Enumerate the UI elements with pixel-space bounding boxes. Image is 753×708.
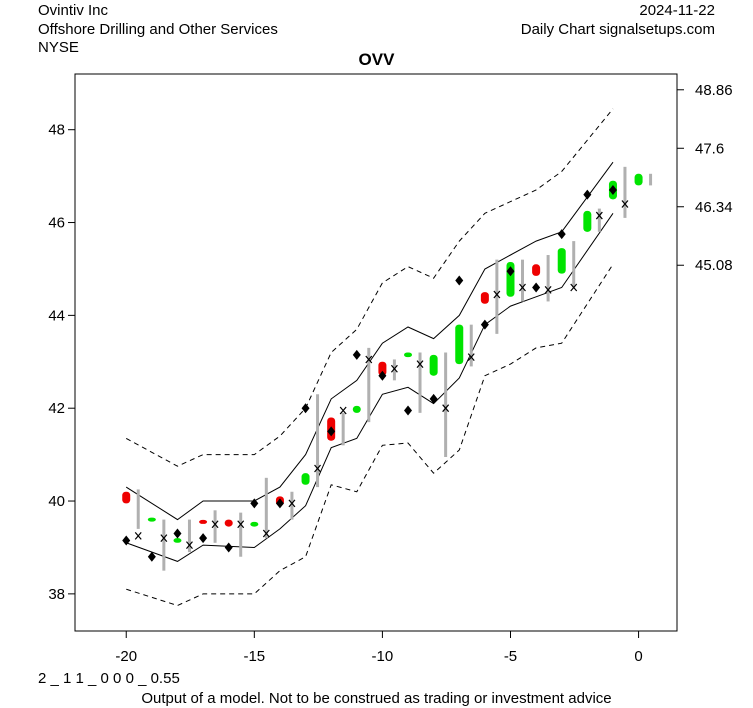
signal-cross — [519, 283, 526, 292]
candle-body-up — [147, 517, 156, 522]
model-code: 2 _ 1 1 _ 0 0 0 _ 0.55 — [38, 670, 180, 687]
signal-diamond — [275, 498, 284, 509]
signal-diamond — [429, 393, 438, 404]
signal-diamond — [480, 319, 489, 330]
signal-cross — [262, 529, 270, 538]
chart-date: 2024-11-22 — [639, 2, 715, 19]
candle-body-up — [404, 352, 413, 358]
candle-body-down — [224, 519, 233, 527]
candle-body-up — [429, 354, 438, 376]
signal-diamond — [532, 282, 541, 293]
x-tick-label: 0 — [634, 648, 642, 665]
signal-cross — [493, 290, 501, 299]
signal-cross — [442, 404, 450, 413]
signal-diamond — [378, 370, 387, 381]
signal-diamond — [352, 349, 361, 360]
candle-body-down — [378, 361, 387, 376]
signal-diamond — [404, 405, 413, 416]
signal-cross — [288, 499, 296, 508]
plot-frame — [74, 73, 678, 632]
signal-diamond — [327, 426, 336, 437]
x-tick-label: -15 — [243, 648, 265, 665]
candle-body-down — [480, 292, 489, 304]
candle-body-up — [634, 173, 643, 186]
signal-cross — [160, 534, 168, 543]
signal-diamond — [224, 542, 233, 553]
candle-body-down — [122, 491, 131, 504]
inner-upper-band — [125, 161, 614, 521]
signal-cross — [416, 360, 424, 368]
y-right-tick-label: 47.6 — [695, 140, 724, 157]
signal-cross — [570, 283, 578, 292]
y-left-tick-label: 42 — [48, 400, 65, 417]
signal-diamond — [583, 189, 592, 200]
exchange-label: NYSE — [38, 39, 79, 56]
outer-upper-band — [125, 108, 614, 467]
signal-cross — [467, 353, 475, 362]
signal-diamond — [608, 185, 617, 196]
company-name: Ovintiv Inc — [38, 2, 109, 19]
candle-body-up — [173, 538, 182, 543]
chart-source: Daily Chart signalsetups.com — [520, 21, 715, 38]
x-tick-label: -10 — [372, 648, 394, 665]
signal-cross — [390, 364, 398, 373]
signal-diamond — [173, 528, 182, 539]
y-left-tick-label: 38 — [48, 586, 65, 603]
signal-cross — [595, 211, 603, 220]
signal-cross — [544, 285, 552, 294]
signal-diamond — [557, 229, 566, 240]
outer-lower-band — [126, 264, 614, 607]
signal-cross — [339, 406, 347, 415]
signal-diamond — [455, 275, 464, 286]
signal-diamond — [250, 498, 259, 509]
signal-diamond — [199, 533, 208, 544]
signal-cross — [237, 520, 245, 529]
signal-cross — [621, 200, 629, 208]
y-left-tick-label: 46 — [48, 215, 65, 232]
y-right-tick-label: 46.34 — [695, 199, 733, 216]
y-left-tick-label: 44 — [48, 307, 65, 324]
signal-diamond — [147, 551, 156, 562]
candle-body-down — [532, 264, 541, 276]
candle-body-up — [557, 248, 566, 274]
y-right-tick-label: 48.86 — [695, 82, 733, 99]
signal-cross — [365, 355, 373, 364]
x-tick-label: -20 — [115, 648, 137, 665]
candle-body-up — [583, 210, 592, 232]
signal-cross — [314, 464, 322, 473]
signal-cross — [186, 541, 193, 550]
x-tick-label: -5 — [504, 648, 517, 665]
candle-body-up — [301, 473, 310, 485]
industry-label: Offshore Drilling and Other Services — [38, 21, 278, 38]
signal-diamond — [506, 266, 515, 277]
candle-body-up — [352, 405, 361, 413]
disclaimer: Output of a model. Not to be construed a… — [141, 690, 612, 707]
signal-diamond — [122, 535, 131, 546]
chart-title: OVV — [358, 50, 395, 69]
signal-cross — [134, 531, 142, 540]
inner-lower-band — [126, 213, 614, 562]
y-left-tick-label: 48 — [48, 122, 65, 139]
candle-body-down — [199, 519, 208, 524]
candle-body-up — [250, 521, 259, 527]
candle-body-up — [455, 324, 464, 365]
y-left-tick-label: 40 — [48, 493, 65, 510]
y-right-tick-label: 45.08 — [695, 257, 733, 274]
signal-cross — [211, 520, 219, 529]
signal-diamond — [301, 403, 310, 414]
